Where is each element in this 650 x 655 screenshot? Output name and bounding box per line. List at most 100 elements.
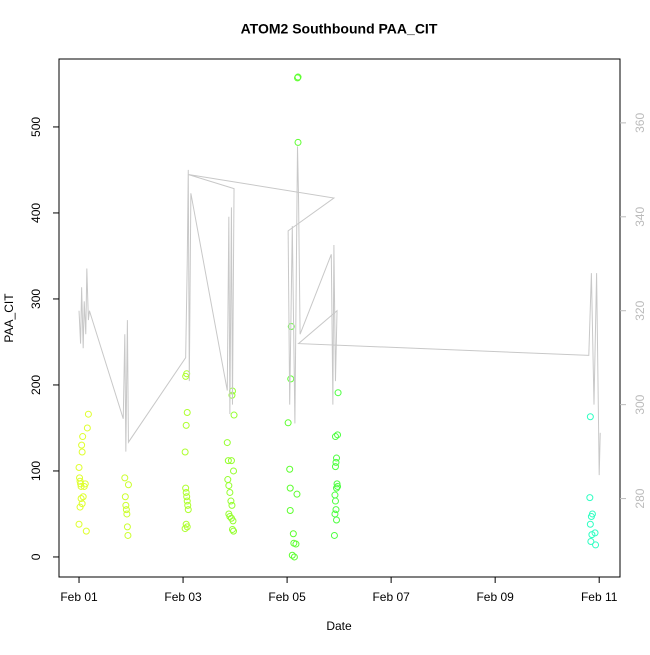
y2-tick-label: 360 [633, 113, 647, 133]
point [330, 531, 338, 539]
point [184, 506, 192, 514]
point [226, 488, 234, 496]
point [284, 419, 292, 427]
y-tick-label: 500 [29, 117, 43, 137]
point [181, 525, 189, 533]
point [183, 493, 191, 501]
y-tick-label: 200 [29, 375, 43, 395]
point [332, 506, 340, 514]
point [183, 497, 191, 505]
point [81, 480, 89, 488]
point [587, 513, 595, 521]
point [79, 493, 87, 501]
line [78, 146, 601, 476]
point [333, 484, 341, 492]
point [78, 448, 86, 456]
y-tick-label: 100 [29, 461, 43, 481]
x-tick-label: Feb 07 [372, 590, 410, 604]
point [334, 389, 342, 397]
point [586, 494, 594, 502]
x-tick-label: Feb 05 [268, 590, 306, 604]
point [286, 465, 294, 473]
point [77, 494, 85, 502]
point [78, 500, 86, 508]
point [288, 551, 296, 559]
point [294, 73, 302, 81]
point [182, 484, 190, 492]
point [227, 497, 235, 505]
point [121, 493, 129, 501]
point [84, 410, 92, 418]
point [294, 138, 302, 146]
point [124, 531, 132, 539]
point [286, 507, 294, 515]
point [334, 431, 342, 439]
point [229, 517, 237, 525]
point [228, 501, 236, 509]
point [82, 527, 90, 535]
y-tick-label: 300 [29, 289, 43, 309]
point [227, 457, 235, 465]
x-tick-label: Feb 03 [164, 590, 202, 604]
point [230, 411, 238, 419]
x-tick-label: Feb 01 [60, 590, 98, 604]
point [334, 482, 342, 490]
point [121, 474, 129, 482]
point [230, 467, 238, 475]
y-tick-label: 0 [29, 553, 43, 560]
y-axis-title: PAA_CIT [2, 293, 16, 343]
x-axis-title: Date [326, 619, 352, 633]
point [78, 441, 86, 449]
point [75, 464, 83, 472]
point [224, 457, 232, 465]
point [230, 527, 238, 535]
point [83, 424, 91, 432]
point [182, 421, 190, 429]
point [333, 516, 341, 524]
point [586, 413, 594, 421]
point [228, 525, 236, 533]
point [290, 553, 298, 561]
point [76, 503, 84, 511]
plot-box [58, 58, 621, 578]
chart-title: ATOM2 Southbound PAA_CIT [241, 21, 438, 37]
point [286, 484, 294, 492]
point [124, 481, 132, 489]
point [287, 375, 295, 383]
point [75, 520, 83, 528]
point [331, 463, 339, 471]
point [225, 482, 233, 490]
point [292, 540, 300, 548]
point [588, 531, 596, 539]
point [122, 501, 130, 509]
point [184, 501, 192, 509]
point [331, 433, 339, 441]
point [181, 448, 189, 456]
point [183, 523, 191, 531]
point [183, 408, 191, 416]
point [331, 497, 339, 505]
point [333, 454, 341, 462]
point [587, 537, 595, 545]
y-tick-label: 400 [29, 203, 43, 223]
point [586, 520, 594, 528]
y2-tick-label: 280 [633, 488, 647, 508]
point [123, 510, 131, 518]
point [182, 488, 190, 496]
y2-tick-label: 340 [633, 206, 647, 226]
point [592, 541, 600, 549]
point [332, 458, 340, 466]
point [79, 433, 87, 441]
point [333, 480, 341, 488]
x-tick-label: Feb 11 [581, 590, 618, 604]
x-tick-label: Feb 09 [476, 590, 514, 604]
point [223, 439, 231, 447]
point [123, 523, 131, 531]
point [122, 506, 130, 514]
y2-tick-label: 300 [633, 394, 647, 414]
point [289, 530, 297, 538]
y2-tick-label: 320 [633, 300, 647, 320]
point [293, 490, 301, 498]
